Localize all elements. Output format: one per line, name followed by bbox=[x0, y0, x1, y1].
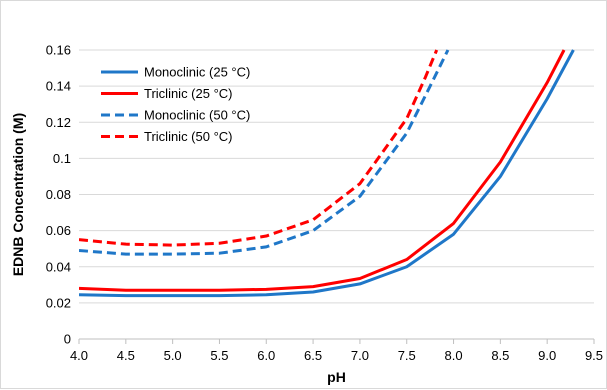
legend-entry-label: Triclinic (25 °C) bbox=[144, 86, 233, 101]
x-tick-label: 6.0 bbox=[257, 348, 275, 363]
series-line-2 bbox=[79, 49, 566, 292]
x-tick-label: 6.5 bbox=[304, 348, 322, 363]
y-tick-label: 0.12 bbox=[46, 115, 71, 130]
legend-entry-label: Triclinic (50 °C) bbox=[144, 129, 233, 144]
y-tick-label: 0.08 bbox=[46, 187, 71, 202]
axes: 0 0.02 0.04 0.06 0.08 0.1 0.12 0.14 0.16 4.0 4.5 5.… bbox=[46, 43, 603, 364]
legend-entry-label: Monoclinic (50 °C) bbox=[144, 108, 250, 123]
gridlines bbox=[79, 49, 594, 304]
y-tick-label: 0.04 bbox=[46, 259, 71, 274]
x-tick-label: 9.5 bbox=[585, 348, 603, 363]
x-tick-label: 8.0 bbox=[445, 348, 463, 363]
x-tick-label: 4.5 bbox=[117, 348, 135, 363]
x-tick-label: 4.0 bbox=[70, 348, 88, 363]
y-tick-label: 0.14 bbox=[46, 79, 71, 94]
x-tick-label: 7.0 bbox=[351, 348, 369, 363]
series-lines bbox=[79, 49, 575, 298]
x-axis-title: pH bbox=[327, 369, 346, 385]
x-tick-label: 9.0 bbox=[538, 348, 556, 363]
legend: Monoclinic (25 °C) Triclinic (25 °C) Monoc… bbox=[101, 65, 250, 144]
y-tick-label: 0.16 bbox=[46, 43, 71, 58]
y-tick-label: 0.02 bbox=[46, 295, 71, 310]
y-axis-title: EDNB Concentration (M) bbox=[10, 113, 26, 276]
x-tick-label: 5.5 bbox=[210, 348, 228, 363]
x-tick-label: 8.5 bbox=[491, 348, 509, 363]
x-tick-label: 5.0 bbox=[164, 348, 182, 363]
y-tick-label: 0.06 bbox=[46, 223, 71, 238]
y-tick-label: 0.1 bbox=[53, 151, 71, 166]
series-line-1 bbox=[79, 49, 575, 298]
y-tick-label: 0 bbox=[64, 332, 71, 347]
series-line-4 bbox=[79, 49, 439, 247]
legend-entry-label: Monoclinic (25 °C) bbox=[144, 65, 250, 80]
x-tick-label: 7.5 bbox=[398, 348, 416, 363]
series-line-3 bbox=[79, 49, 450, 256]
